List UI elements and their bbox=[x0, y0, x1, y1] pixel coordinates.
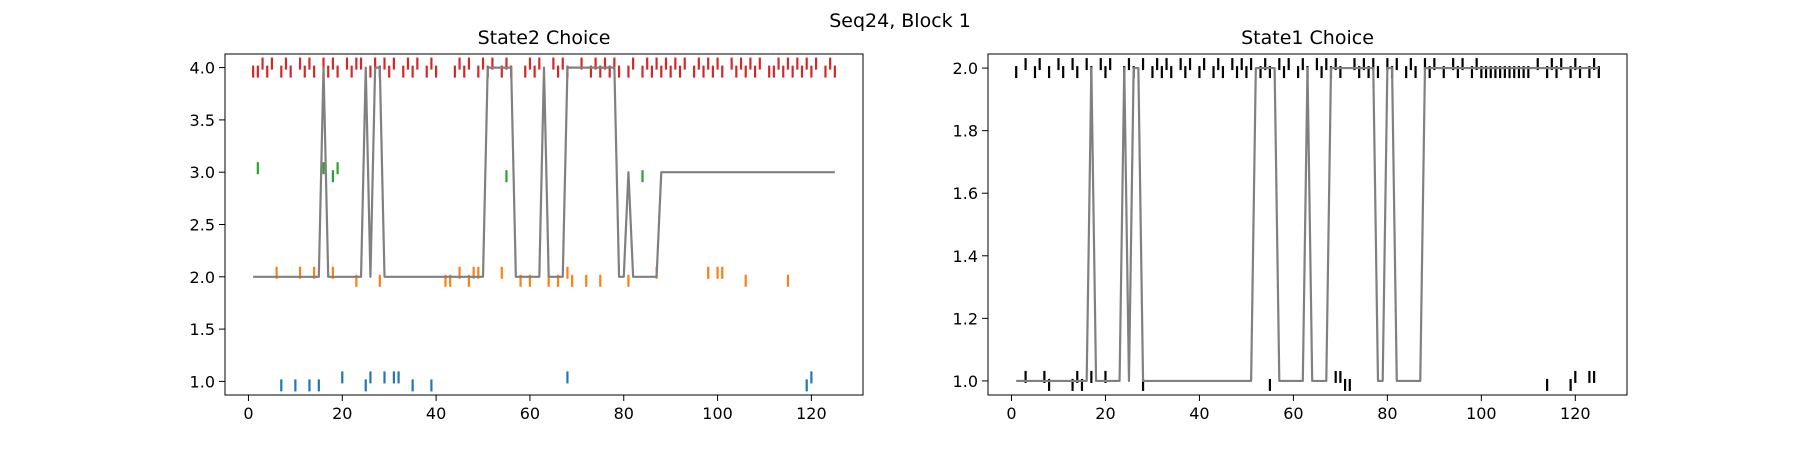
p0-ytick-label: 1.0 bbox=[190, 372, 215, 391]
p0-ytick-label: 2.0 bbox=[190, 268, 215, 287]
p0-xtick-label: 60 bbox=[520, 404, 540, 423]
p1-xtick-label: 80 bbox=[1377, 404, 1397, 423]
p0-xtick-label: 40 bbox=[426, 404, 446, 423]
p1-ytick-label: 2.0 bbox=[953, 59, 978, 78]
p0-xtick-label: 0 bbox=[243, 404, 253, 423]
figure-suptitle: Seq24, Block 1 bbox=[829, 10, 971, 32]
p1-xtick-label: 120 bbox=[1560, 404, 1591, 423]
p0-ytick-label: 3.5 bbox=[190, 111, 215, 130]
p1-xtick-label: 100 bbox=[1466, 404, 1497, 423]
p1-choice-line bbox=[1016, 66, 1599, 383]
p1-xtick-label: 60 bbox=[1283, 404, 1303, 423]
p0-choice-line bbox=[253, 66, 835, 278]
p1-ytick-label: 1.4 bbox=[953, 247, 978, 266]
p1-xtick-label: 40 bbox=[1189, 404, 1209, 423]
p0-ytick-label: 4.0 bbox=[190, 59, 215, 78]
p1-xtick-label: 0 bbox=[1006, 404, 1016, 423]
p0-xtick-label: 100 bbox=[702, 404, 733, 423]
p0-ytick-label: 1.5 bbox=[190, 320, 215, 339]
p0-ytick-label: 2.5 bbox=[190, 216, 215, 235]
p1-ytick-label: 1.0 bbox=[953, 372, 978, 391]
p1-ytick-label: 1.8 bbox=[953, 122, 978, 141]
p0-ytick-label: 3.0 bbox=[190, 163, 215, 182]
p0-xtick-label: 80 bbox=[614, 404, 634, 423]
state1-choice-panel: State1 Choice 0 20 40 60 80 100 120 1.0 1.2 1.4 1.6… bbox=[953, 27, 1628, 423]
p0-xtick-label: 120 bbox=[796, 404, 827, 423]
p1-xtick-label: 20 bbox=[1095, 404, 1115, 423]
p0-title: State2 Choice bbox=[478, 27, 611, 49]
p1-ytick-label: 1.2 bbox=[953, 309, 978, 328]
p0-axes-frame bbox=[224, 53, 864, 396]
state2-choice-panel: State2 Choice 0 20 40 60 80 100 120 1.0 1.5 2.0 2.5… bbox=[190, 27, 864, 423]
p1-title: State1 Choice bbox=[1241, 27, 1374, 49]
p1-axes-frame bbox=[987, 53, 1628, 396]
p0-xtick-label: 20 bbox=[332, 404, 352, 423]
p1-ytick-label: 1.6 bbox=[953, 184, 978, 203]
